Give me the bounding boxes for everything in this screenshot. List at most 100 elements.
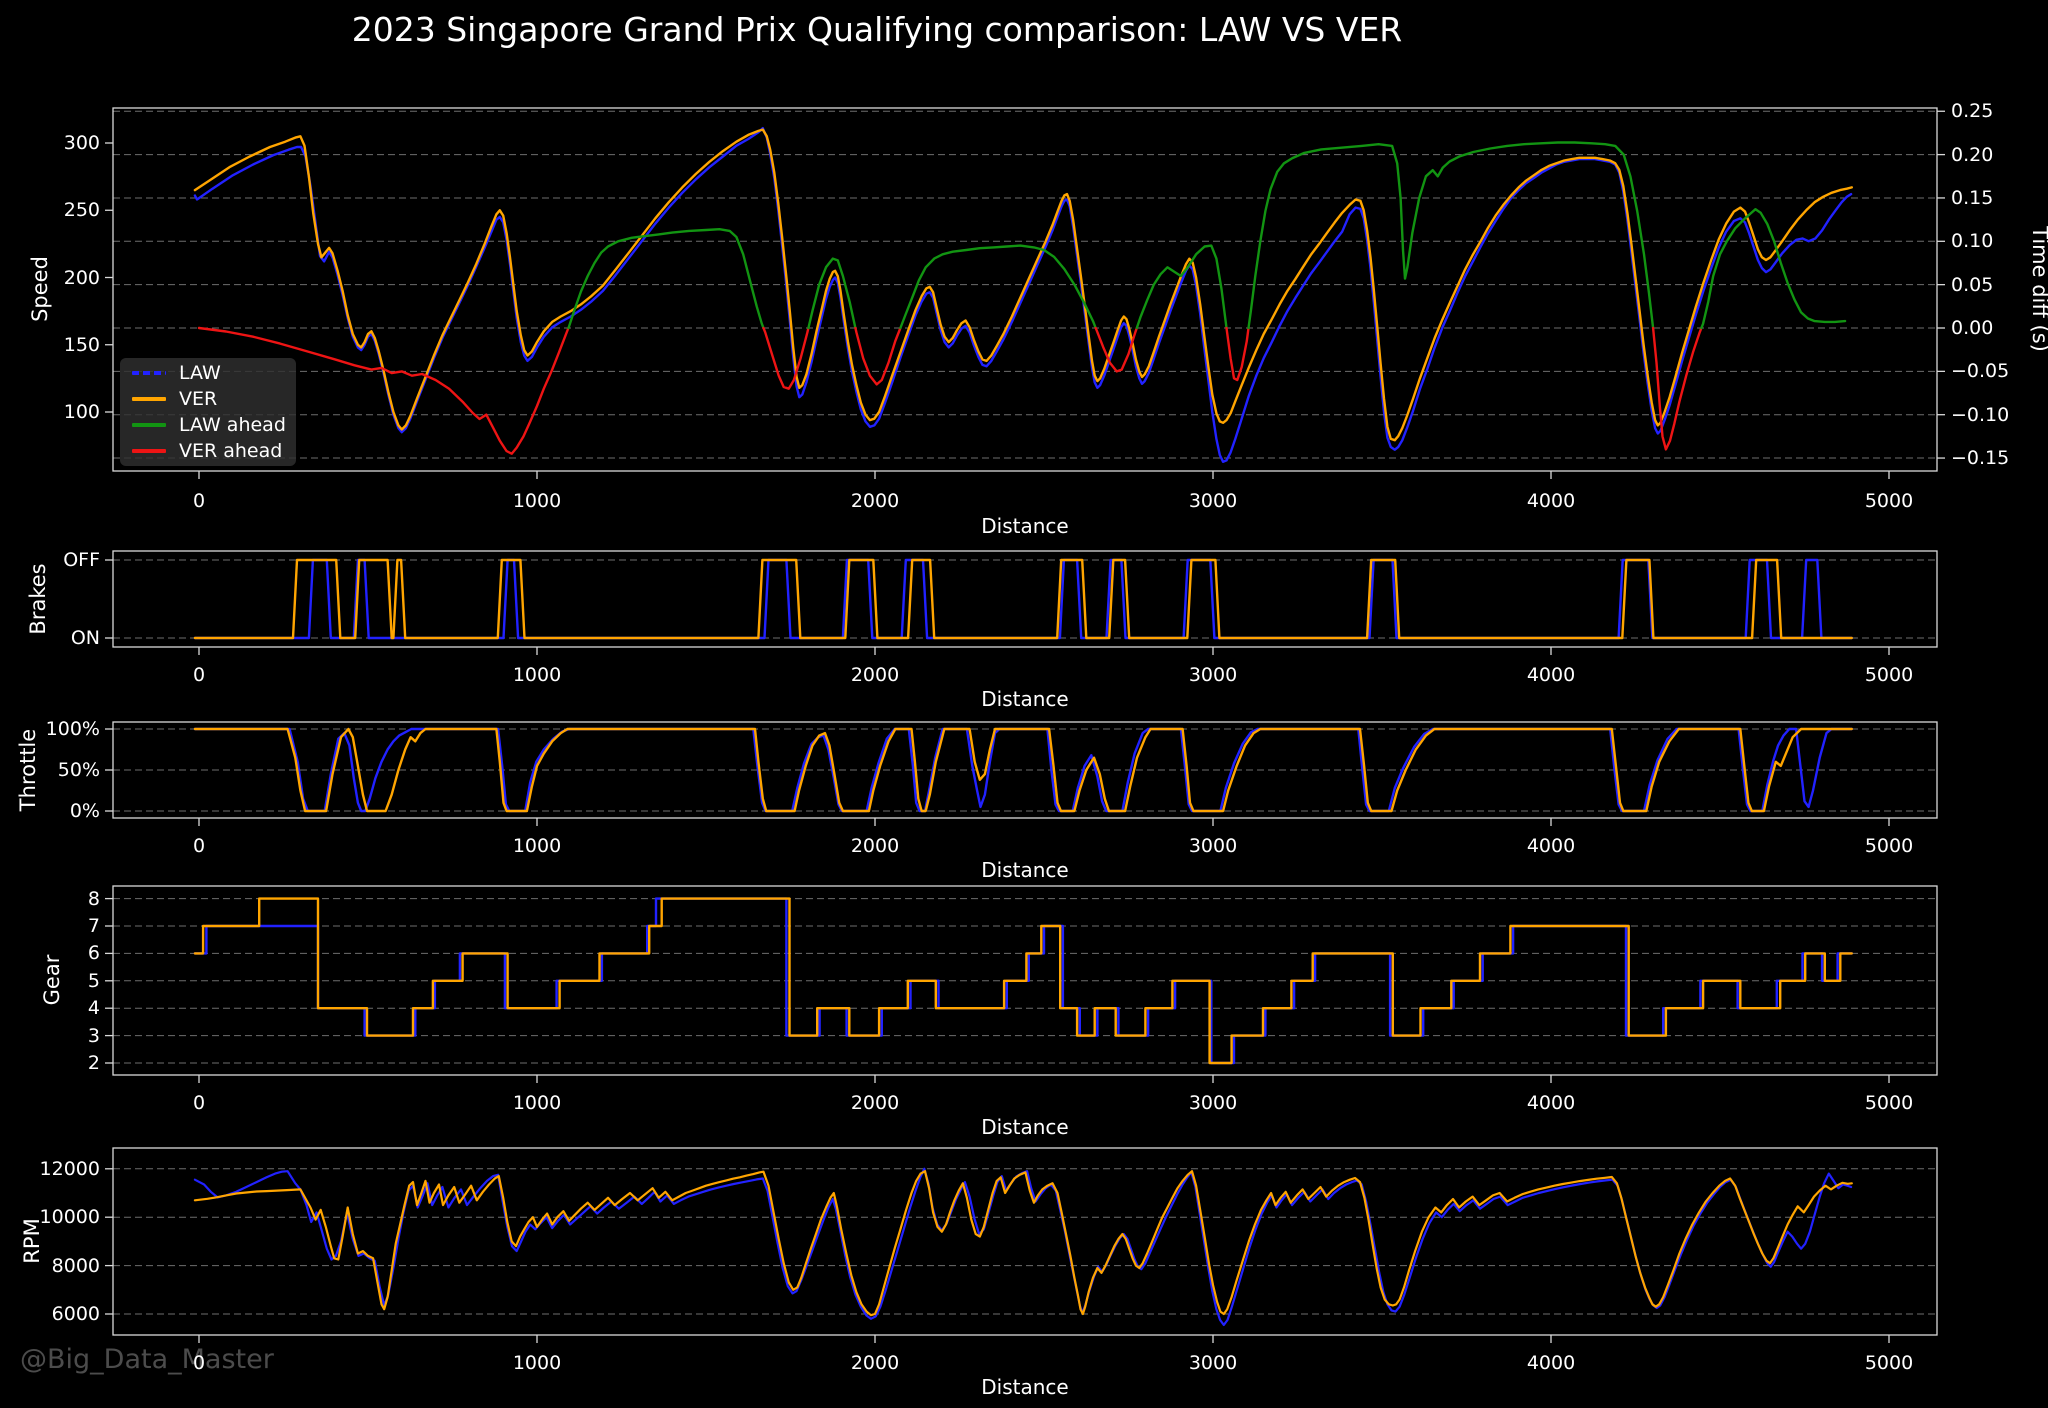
timediff-line-ver-ahead [1225,326,1250,382]
timediff-tick-label: 0.00 [1951,317,1994,339]
x-tick-label: 1000 [512,1092,562,1114]
x-tick-label: 1000 [512,1352,562,1374]
x-tick-label: 1000 [512,664,562,686]
distance-axis-label-4: Distance [981,1115,1069,1139]
timediff-line-ver-ahead [762,326,810,390]
timediff-line-law-ahead [807,257,857,330]
y-tick-label: 2 [87,1052,100,1074]
y-tick-label: 100 [63,401,100,423]
y-tick-label: 12000 [39,1157,100,1180]
y-tick-label: ON [70,627,100,649]
y-tick-label: 200 [63,266,100,289]
timediff-tick-label: −0.10 [1951,403,2010,426]
y-tick-label: 3 [87,1024,100,1047]
timediff-tick-label: 0.15 [1951,186,1994,209]
watermark: @Big_Data_Master [20,1344,274,1375]
timediff-line-law-ahead [1247,141,1655,330]
y-tick-label: 6 [87,942,100,965]
timediff-tick-label: 0.25 [1951,100,1994,123]
y-tick-label: OFF [63,549,100,571]
x-tick-label: 5000 [1864,835,1914,857]
timediff-line-ver-ahead [197,326,570,455]
x-tick-label: 5000 [1864,490,1914,512]
x-tick-label: 0 [192,835,206,857]
y-tick-label: 250 [63,199,100,222]
timediff-axis-label: Time diff (s) [2028,226,2048,352]
y-tick-label: 0% [69,800,100,822]
x-tick-label: 2000 [850,490,900,512]
timediff-line-ver-ahead [1094,326,1139,373]
plot-spine [112,550,1938,648]
x-tick-label: 1000 [512,490,562,512]
x-tick-label: 0 [192,1352,206,1374]
x-tick-label: 0 [192,664,206,686]
x-tick-label: 4000 [1526,1352,1576,1374]
y-tick-label: 150 [63,333,100,356]
legend-item-ver-ahead: VER ahead [132,439,296,464]
ver-ahead-line-swatch [132,449,166,453]
distance-axis-label-5: Distance [981,1375,1069,1399]
legend: LAW VER LAW ahead VER ahead [120,358,296,466]
x-tick-label: 0 [192,1092,206,1114]
x-tick-label: 3000 [1188,490,1238,512]
x-tick-label: 4000 [1526,490,1576,512]
speed-axis-label: Speed [28,256,52,322]
x-tick-label: 4000 [1526,664,1576,686]
y-tick-label: 4 [87,997,100,1020]
x-tick-label: 1000 [512,835,562,857]
plot-spine [112,721,1938,819]
speed-line-ver [193,128,1854,442]
rpm-line-law [193,1167,1853,1327]
y-tick-label: 8000 [51,1254,100,1277]
y-tick-label: 10000 [39,1206,100,1229]
timediff-line-law-ahead [1135,244,1228,330]
timediff-tick-label: 0.10 [1951,230,1994,253]
y-tick-label: 100% [45,718,100,740]
timediff-line-law-ahead [1700,207,1847,330]
y-tick-label: 8 [87,887,100,910]
x-tick-label: 3000 [1188,835,1238,857]
x-tick-label: 2000 [850,664,900,686]
ver-line-swatch [132,397,166,401]
x-tick-label: 0 [192,490,206,512]
timediff-line-law-ahead [899,244,1097,330]
brakes-line-ver [193,558,1854,640]
y-tick-label: 7 [87,915,100,937]
throttle-line-ver [193,727,1854,813]
distance-axis-label-2: Distance [981,687,1069,711]
y-tick-label: 6000 [51,1303,100,1325]
x-tick-label: 3000 [1188,1092,1238,1114]
x-tick-label: 2000 [850,1352,900,1374]
x-tick-label: 3000 [1188,1352,1238,1374]
x-tick-label: 5000 [1864,1092,1914,1114]
law-ahead-line-swatch [132,423,166,427]
rpm-line-ver [193,1170,1853,1317]
x-tick-label: 2000 [850,835,900,857]
legend-item-law: LAW [132,361,296,386]
y-tick-label: 300 [63,132,100,154]
timediff-tick-label: 0.05 [1951,273,1994,296]
distance-axis-label-3: Distance [981,858,1069,882]
brakes-line-law [193,558,1854,640]
law-line-swatch [132,371,166,375]
timediff-tick-label: 0.20 [1951,143,1994,166]
x-tick-label: 3000 [1188,664,1238,686]
timediff-line-ver-ahead [854,326,902,386]
x-tick-label: 4000 [1526,835,1576,857]
gear-line-ver [193,897,1854,1065]
legend-item-ver: VER [132,387,296,412]
x-tick-label: 5000 [1864,664,1914,686]
timediff-line-law-ahead [567,227,765,330]
legend-item-law-ahead: LAW ahead [132,413,296,438]
y-tick-label: 50% [57,759,100,781]
gear-axis-label: Gear [40,954,64,1006]
x-tick-label: 5000 [1864,1352,1914,1374]
plot-spine [112,1147,1938,1336]
page-title: 2023 Singapore Grand Prix Qualifying com… [351,10,1403,49]
y-tick-label: 5 [87,969,100,992]
timediff-line-ver-ahead [1651,326,1703,451]
plot-spine [112,107,1938,472]
speed-line-law [193,126,1853,463]
